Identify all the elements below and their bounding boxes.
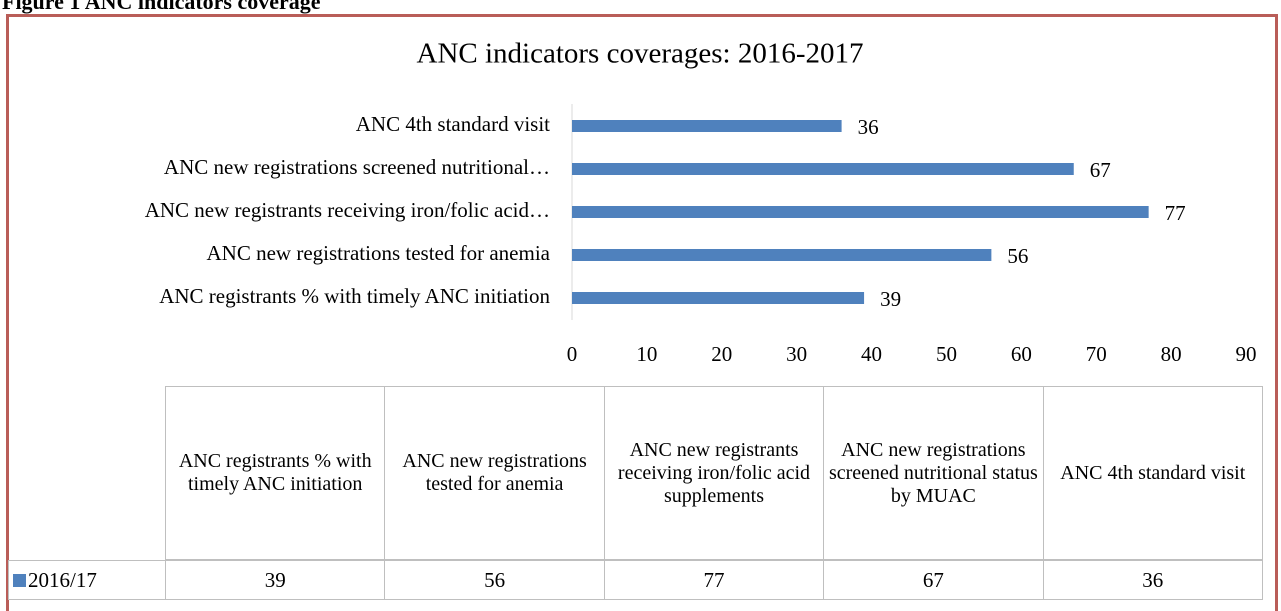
legend-cell: 2016/17 xyxy=(8,560,166,600)
data-label: 39 xyxy=(880,287,901,311)
legend-swatch xyxy=(13,573,26,587)
table-value: 36 xyxy=(1042,560,1263,600)
table-value: 39 xyxy=(165,560,386,600)
x-tick-label: 80 xyxy=(1161,342,1182,366)
y-tick-label: ANC new registrants receiving iron/folic… xyxy=(145,198,550,222)
bar xyxy=(572,120,842,132)
bar xyxy=(572,163,1074,175)
x-tick-label: 70 xyxy=(1086,342,1107,366)
x-tick-label: 10 xyxy=(636,342,657,366)
y-tick-label: ANC new registrations screened nutrition… xyxy=(164,155,550,179)
table-header: ANC new registrants receiving iron/folic… xyxy=(603,386,825,560)
data-label: 56 xyxy=(1007,244,1028,268)
data-label: 77 xyxy=(1165,201,1186,225)
x-tick-label: 50 xyxy=(936,342,957,366)
chart-frame xyxy=(6,14,1278,611)
y-tick-label: ANC registrants % with timely ANC initia… xyxy=(159,284,550,308)
x-tick-label: 0 xyxy=(567,342,578,366)
table-header: ANC new registrations screened nutrition… xyxy=(823,386,1044,560)
y-tick-label: ANC new registrations tested for anemia xyxy=(207,241,551,265)
table-value: 56 xyxy=(384,560,605,600)
bar xyxy=(572,249,992,261)
x-tick-label: 60 xyxy=(1011,342,1032,366)
x-tick-label: 40 xyxy=(861,342,882,366)
x-tick-label: 20 xyxy=(711,342,732,366)
table-value: 67 xyxy=(823,560,1044,600)
legend-label: 2016/17 xyxy=(28,567,97,592)
x-tick-label: 90 xyxy=(1236,342,1257,366)
data-label: 67 xyxy=(1090,158,1111,182)
x-tick-label: 30 xyxy=(786,342,807,366)
bar xyxy=(572,292,865,304)
figure-caption: Figure 1 ANC indicators coverage xyxy=(2,0,321,14)
table-header: ANC 4th standard visit xyxy=(1042,386,1263,560)
bar xyxy=(572,206,1149,218)
table-header: ANC registrants % with timely ANC initia… xyxy=(165,386,386,560)
data-label: 36 xyxy=(858,115,879,139)
table-header: ANC new registrations tested for anemia xyxy=(384,386,605,560)
table-value: 77 xyxy=(603,560,825,600)
chart-title: ANC indicators coverages: 2016-2017 xyxy=(417,38,864,70)
y-tick-label: ANC 4th standard visit xyxy=(356,112,550,136)
